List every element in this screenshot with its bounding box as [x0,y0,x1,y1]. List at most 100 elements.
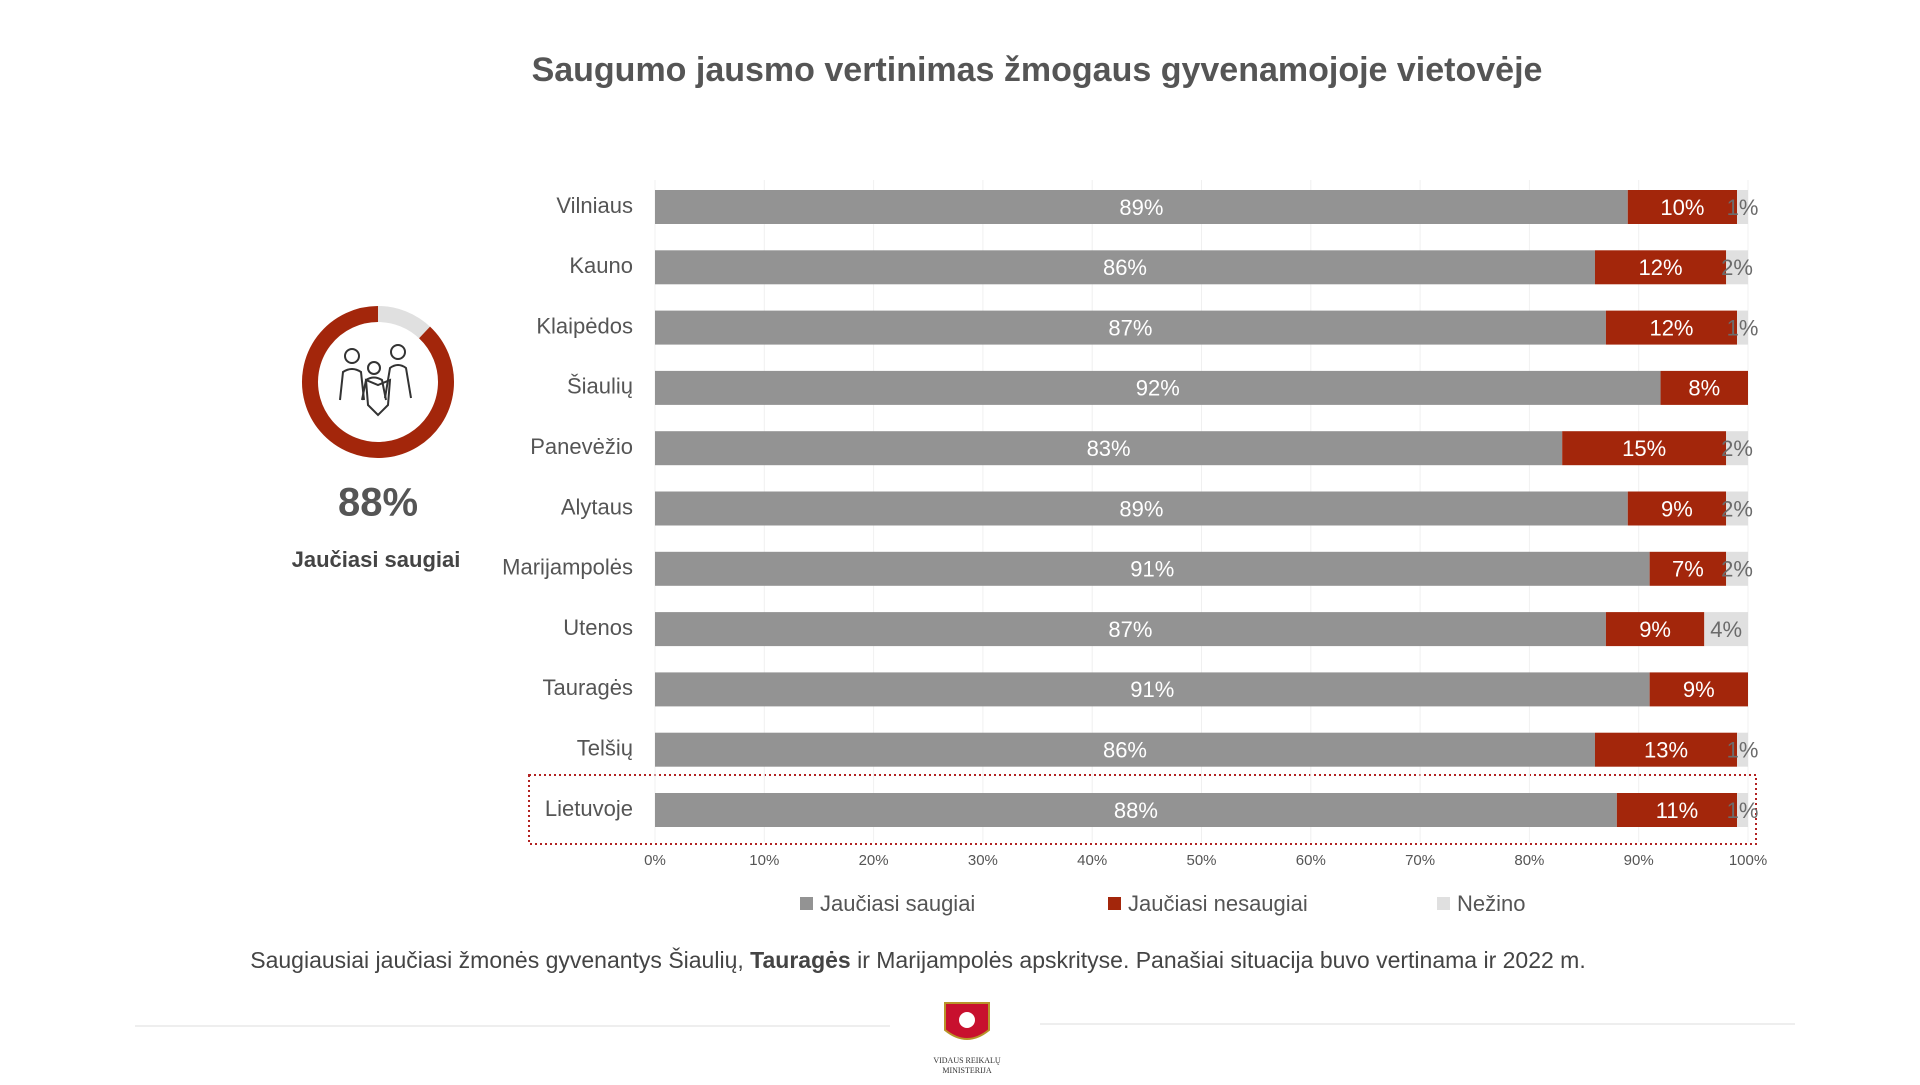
x-tick-label: 0% [644,852,666,869]
x-tick-label: 100% [1729,852,1767,869]
y-tick-label: Utenos [563,615,633,640]
kpi-value: 88% [338,481,418,525]
bar-segment [1660,370,1748,405]
data-label: 86% [1103,738,1147,763]
data-label: 91% [1130,677,1174,702]
donut-arc [302,306,454,458]
data-label: 15% [1622,436,1666,461]
bar-segment [1605,310,1738,345]
data-label: 2% [1721,255,1753,280]
data-label: 2% [1721,436,1753,461]
bar-segment [655,732,1595,767]
bar-segment [655,250,1595,285]
data-label: 13% [1644,738,1688,763]
data-label: 2% [1721,557,1753,582]
x-tick-label: 80% [1514,852,1544,869]
y-tick-label: Alytaus [561,494,633,519]
y-tick-label: Lietuvoje [545,796,633,821]
bar-segment [1704,612,1748,647]
bar-segment [655,370,1661,405]
kpi-caption: Jaučiasi saugiai [292,547,461,572]
x-tick-label: 30% [968,852,998,869]
data-label: 83% [1087,436,1131,461]
data-label: 1% [1727,738,1759,763]
bar-segment [655,190,1628,224]
data-label: 1% [1727,798,1759,823]
bar-segment [1726,491,1748,526]
y-tick-label: Tauragės [542,675,633,700]
bar-segment [1616,793,1738,827]
data-label: 1% [1727,315,1759,340]
footnote-part: Tauragės [750,947,851,973]
data-label: 88% [1114,798,1158,823]
data-label: 9% [1639,617,1671,642]
x-tick-label: 40% [1077,852,1107,869]
data-label: 87% [1108,617,1152,642]
legend-swatch [800,897,813,910]
logo-emblem [944,1002,990,1040]
y-tick-label: Kauno [569,253,633,278]
bar-segment [655,310,1606,345]
data-label: 86% [1103,255,1147,280]
data-label: 9% [1683,677,1715,702]
bar-segment [1737,732,1748,767]
bar-segment [655,491,1628,526]
highlight-box [528,774,1757,845]
bar-segment [655,793,1617,827]
y-tick-label: Klaipėdos [536,313,633,338]
footnote: Saugiausiai jaučiasi žmonės gyvenantys Š… [250,946,1585,973]
bar-segment [1737,190,1748,224]
data-label: 1% [1727,195,1759,220]
bar-segment [1649,551,1727,586]
x-tick-label: 10% [749,852,779,869]
x-tick-label: 70% [1405,852,1435,869]
data-label: 2% [1721,496,1753,521]
logo-text: MINISTERIJA [942,1066,992,1075]
footnote-part: Saugiausiai jaučiasi žmonės gyvenantys Š… [250,946,750,973]
legend-swatch [1437,897,1450,910]
bar-segment [1649,672,1748,707]
y-tick-label: Telšių [577,736,633,761]
y-tick-label: Šiaulių [567,374,633,399]
data-label: 4% [1710,617,1742,642]
bar-segment [655,431,1563,466]
data-label: 11% [1656,798,1698,823]
x-tick-label: 20% [859,852,889,869]
data-label: 8% [1688,376,1720,401]
y-tick-label: Vilniaus [556,193,633,218]
data-label: 92% [1136,376,1180,401]
y-tick-label: Panevėžio [530,434,633,459]
people-icon [320,324,436,440]
logo-text: VIDAUS REIKALŲ [933,1056,1001,1065]
bar-segment [1627,491,1727,526]
bar-segment [1737,310,1748,345]
bar-segment [655,672,1650,707]
bar-segment [1726,431,1748,466]
bar-segment [1594,250,1727,285]
x-tick-label: 50% [1186,852,1216,869]
legend-swatch [1108,897,1121,910]
bar-segment [655,612,1606,647]
data-label: 89% [1119,195,1163,220]
bar-segment [1726,551,1748,586]
bar-segment [1594,732,1738,767]
legend-label: Nežino [1457,891,1525,916]
data-label: 91% [1130,557,1174,582]
x-tick-label: 60% [1296,852,1326,869]
bar-segment [1562,431,1727,466]
data-label: 7% [1672,557,1704,582]
data-label: 12% [1649,315,1693,340]
legend-label: Jaučiasi nesaugiai [1128,891,1308,916]
bar-segment [1605,612,1705,647]
bar-segment [1737,793,1748,827]
chart-title: Saugumo jausmo vertinimas žmogaus gyvena… [532,51,1543,89]
data-label: 9% [1661,496,1693,521]
x-tick-label: 90% [1624,852,1654,869]
footnote-part: ir Marijampolės apskrityse. Panašiai sit… [851,947,1586,973]
data-label: 10% [1660,195,1704,220]
data-label: 87% [1108,315,1152,340]
bar-segment [1726,250,1748,285]
bar-segment [655,551,1650,586]
